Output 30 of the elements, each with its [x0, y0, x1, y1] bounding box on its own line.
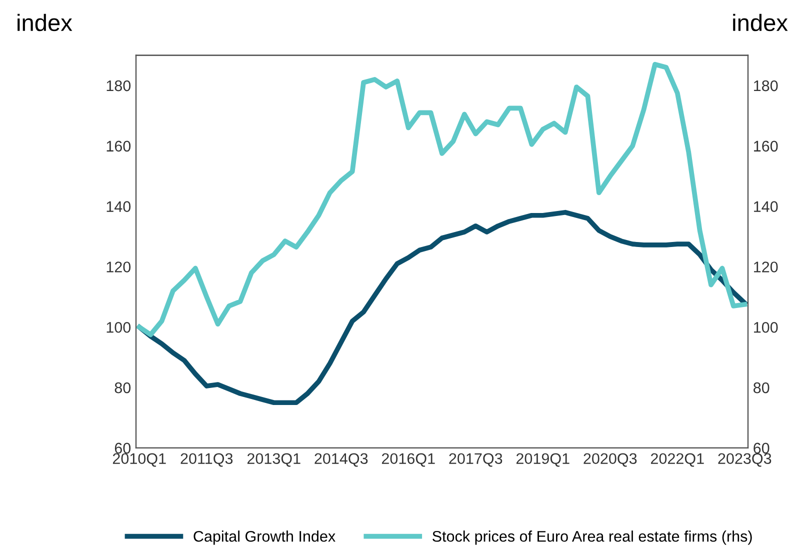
y-tick-label: 160 — [106, 140, 131, 152]
x-tick-label: 2014Q3 — [314, 453, 368, 467]
y-axis-title: index — [18, 14, 72, 32]
y2-tick-label: 100 — [754, 322, 778, 333]
x-tick-label: 2020Q3 — [584, 453, 637, 467]
y-tick-label: 100 — [106, 322, 131, 333]
line-series — [136, 62, 748, 338]
y-tick-label: 140 — [106, 201, 131, 212]
y2-tick-label: 180 — [754, 80, 778, 92]
y-tick-label: 60 — [114, 442, 131, 454]
x-tick-label: 2010Q1 — [112, 453, 166, 467]
x-tick-label: 2016Q1 — [382, 453, 435, 467]
y2-tick-label: 60 — [754, 442, 770, 454]
x-tick-label: 2022Q1 — [650, 453, 704, 467]
line-series — [136, 210, 748, 406]
x-tick-label: 2013Q1 — [247, 453, 300, 467]
y-tick-label: 80 — [114, 382, 131, 394]
x-tick-label: 2011Q3 — [180, 453, 233, 467]
y2-tick-label: 140 — [754, 201, 778, 212]
y-tick-label: 120 — [106, 262, 131, 272]
x-tick-label: 2019Q1 — [516, 453, 570, 467]
y2-tick-label: 80 — [754, 382, 770, 394]
x-tick-label: 2023Q3 — [718, 453, 772, 467]
y2-axis-title: index — [733, 14, 788, 32]
y2-tick-label: 120 — [754, 262, 778, 272]
legend-label: Stock prices of Euro Area real estate firms (rhs) — [432, 530, 752, 545]
x-tick-label: 2017Q3 — [449, 453, 502, 467]
y2-tick-label: 160 — [754, 140, 778, 152]
legend-label: Capital Growth Index — [194, 530, 336, 545]
y-tick-label: 180 — [106, 80, 131, 92]
